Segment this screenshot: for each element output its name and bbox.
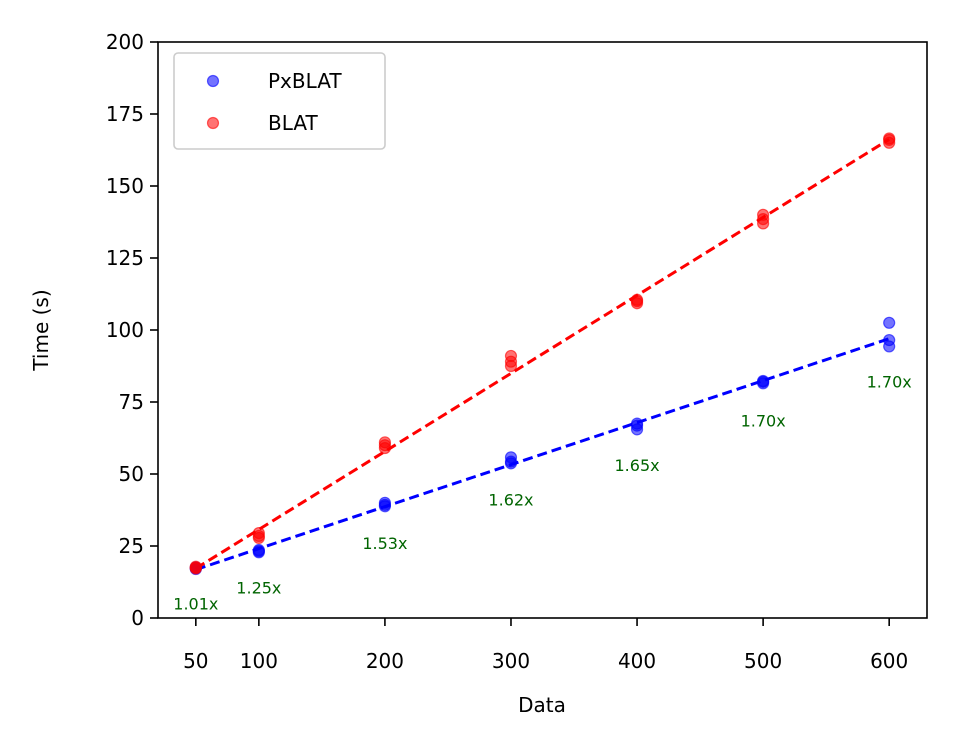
point-blat [630, 293, 644, 306]
x-tick-label: 300 [492, 649, 530, 673]
speedup-label: 1.65x [615, 456, 660, 475]
point-blat [504, 349, 518, 363]
point-blat [757, 208, 770, 221]
legend-marker-pxblat [206, 74, 220, 88]
legend-box [173, 52, 386, 150]
point-blat [883, 132, 896, 145]
x-tick-label: 50 [183, 649, 208, 673]
y-tick-label: 0 [131, 606, 144, 630]
y-tick-label: 200 [106, 30, 144, 54]
x-tick-label: 400 [618, 649, 656, 673]
speedup-label: 1.01x [173, 594, 218, 613]
speedup-label: 1.70x [741, 411, 786, 430]
x-axis-title: Data [518, 693, 566, 717]
point-pxblat [883, 316, 896, 329]
x-tick-label: 200 [366, 649, 404, 673]
y-tick-label: 100 [106, 318, 144, 342]
y-axis-title: Time (s) [29, 289, 53, 371]
point-pxblat [378, 496, 392, 509]
legend-marker-blat [206, 116, 220, 130]
plot-area: 1.01x 1.25x 1.53x 1.62x 1.65x 1.70x 1.70x [173, 132, 912, 614]
fit-lines [195, 138, 890, 572]
speedup-annotations: 1.01x 1.25x 1.53x 1.62x 1.65x 1.70x 1.70x [173, 373, 911, 614]
legend-label-pxblat: PxBLAT [268, 69, 342, 93]
y-tick-label: 125 [106, 246, 144, 270]
y-tick-label: 150 [106, 174, 144, 198]
speedup-label: 1.25x [236, 579, 281, 598]
x-axis: 50 100 200 300 400 500 600 [183, 618, 908, 673]
point-pxblat [504, 451, 518, 464]
speedup-label: 1.70x [867, 373, 912, 392]
y-tick-label: 75 [119, 390, 144, 414]
x-tick-label: 600 [870, 649, 908, 673]
y-tick-label: 175 [106, 102, 144, 126]
y-tick-label: 50 [119, 462, 144, 486]
point-blat [252, 526, 265, 540]
x-tick-label: 500 [744, 649, 782, 673]
point-blat [189, 560, 202, 573]
y-axis: 0 25 50 75 100 125 150 175 200 [106, 30, 158, 630]
data-points [189, 132, 896, 576]
point-blat [378, 436, 392, 449]
speedup-label: 1.62x [488, 491, 533, 510]
legend: PxBLAT BLAT [173, 52, 386, 150]
y-tick-label: 25 [119, 534, 144, 558]
point-pxblat [757, 374, 770, 388]
speedup-label: 1.53x [362, 534, 407, 553]
point-pxblat [883, 333, 896, 347]
legend-label-blat: BLAT [268, 111, 318, 135]
x-tick-label: 100 [240, 649, 278, 673]
fit-line-pxblat [195, 337, 890, 572]
fit-line-blat [195, 138, 890, 570]
point-pxblat [252, 543, 265, 557]
point-pxblat [630, 417, 644, 430]
